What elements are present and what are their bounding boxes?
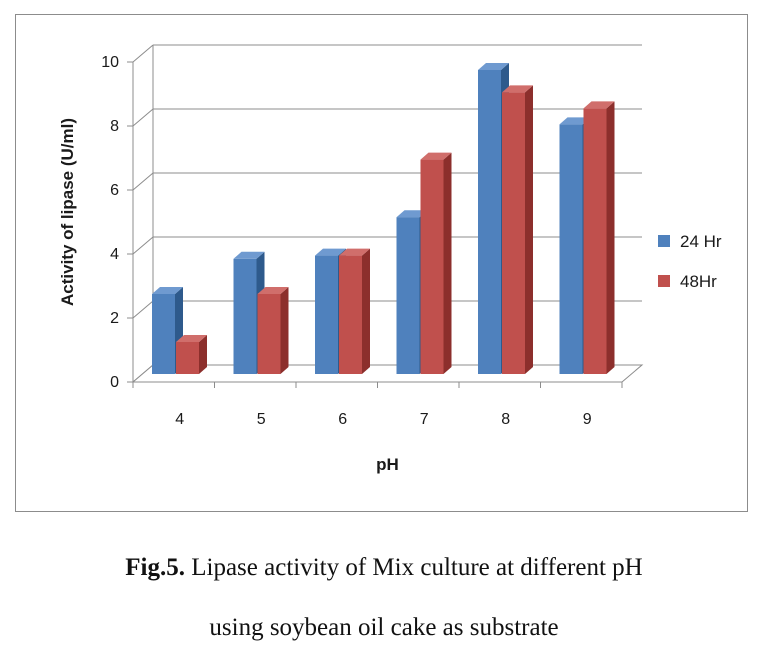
y-tick-label: 10 bbox=[101, 54, 119, 71]
bar bbox=[233, 258, 257, 374]
y-axis-label: Activity of lipase (U/ml) bbox=[58, 118, 77, 306]
caption-figure-label: Fig.5. bbox=[125, 554, 185, 581]
y-tick-label: 4 bbox=[110, 246, 119, 263]
caption-text-2: using soybean oil cake as substrate bbox=[209, 614, 559, 641]
gridline-depth bbox=[132, 44, 154, 63]
legend-label: 24 Hr bbox=[680, 232, 722, 251]
bar-top bbox=[176, 335, 207, 342]
legend-swatch bbox=[658, 235, 670, 247]
bar bbox=[559, 124, 583, 375]
bar-side bbox=[443, 152, 452, 374]
x-tick-label: 8 bbox=[501, 411, 510, 428]
bar-top bbox=[420, 152, 452, 160]
bar-side bbox=[362, 248, 370, 374]
x-tick-label: 4 bbox=[175, 411, 184, 428]
bar-top bbox=[502, 85, 533, 93]
bar bbox=[152, 294, 175, 374]
y-tick-label: 2 bbox=[110, 310, 119, 327]
bar bbox=[339, 255, 362, 374]
caption-text-1: Lipase activity of Mix culture at differ… bbox=[191, 554, 643, 581]
y-tick-label: 6 bbox=[110, 182, 119, 199]
x-tick-label: 5 bbox=[257, 411, 266, 428]
x-tick-label: 7 bbox=[420, 411, 429, 428]
bar bbox=[176, 342, 199, 374]
x-axis-label: pH bbox=[376, 455, 399, 474]
bar-top bbox=[396, 210, 428, 218]
gridline-depth bbox=[132, 300, 154, 319]
figure-caption: Fig.5. Lipase activity of Mix culture at… bbox=[0, 548, 768, 646]
legend-swatch bbox=[658, 275, 670, 287]
bar bbox=[583, 108, 607, 375]
bar bbox=[420, 159, 444, 374]
bar-top bbox=[233, 251, 265, 259]
y-tick-label: 0 bbox=[110, 374, 119, 391]
bar-side bbox=[280, 287, 289, 374]
bar-chart: 0 2 4 6 8 10 4 5 6 7 8 9 pH Activity of lipase (U/ml)… bbox=[58, 44, 722, 474]
caption-line-1: Fig.5. Lipase activity of Mix culture at… bbox=[0, 548, 768, 588]
bar-top bbox=[478, 63, 509, 70]
bar bbox=[478, 70, 501, 374]
chart-frame: 0 2 4 6 8 10 4 5 6 7 8 9 pH Activity of lipase (U/ml)… bbox=[15, 14, 748, 512]
bar-top bbox=[315, 248, 346, 256]
bar-top bbox=[583, 101, 615, 109]
bar-side bbox=[525, 85, 533, 375]
bar-top bbox=[152, 287, 183, 294]
y-tick-label: 8 bbox=[110, 118, 119, 135]
bar bbox=[502, 92, 525, 375]
legend-label: 48Hr bbox=[680, 272, 717, 291]
bar-side bbox=[606, 101, 615, 375]
gridline-depth bbox=[132, 172, 154, 191]
x-tick-label: 6 bbox=[338, 411, 347, 428]
bar-top bbox=[257, 287, 289, 294]
bar-side bbox=[199, 335, 207, 374]
gridline-depth bbox=[132, 108, 154, 127]
gridline-depth bbox=[132, 236, 154, 255]
bar bbox=[396, 217, 420, 374]
x-tick-label: 9 bbox=[583, 411, 592, 428]
bar bbox=[315, 255, 338, 374]
bar-top bbox=[339, 248, 370, 256]
bar bbox=[257, 294, 281, 374]
bar-top bbox=[559, 117, 591, 125]
